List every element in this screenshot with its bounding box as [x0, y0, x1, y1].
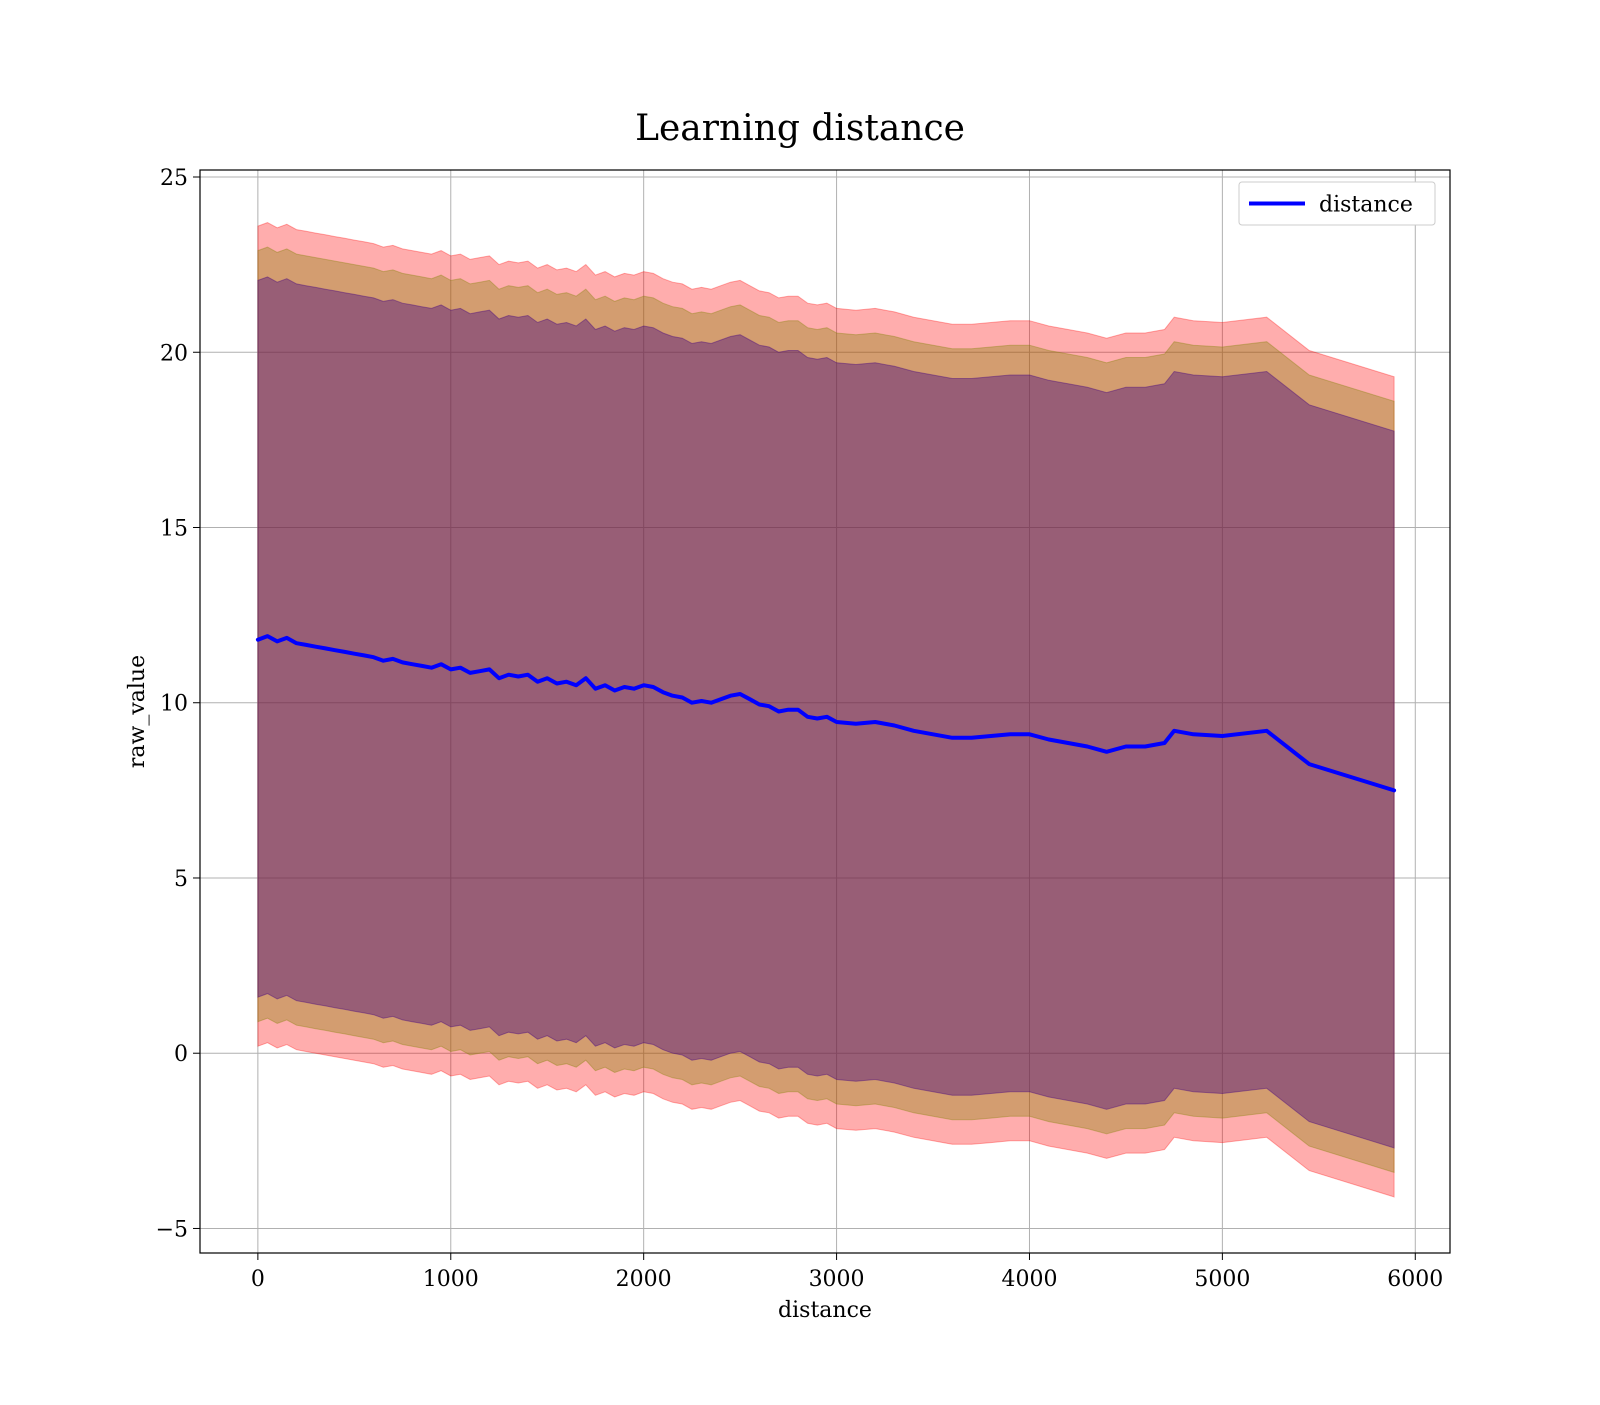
y-tick-label: −5: [156, 1217, 188, 1242]
x-tick-label: 4000: [1001, 1267, 1057, 1292]
y-tick-label: 5: [174, 867, 188, 892]
x-tick-label: 6000: [1387, 1267, 1443, 1292]
band-3: [257, 276, 1395, 1149]
band-2: [257, 246, 1395, 1174]
y-tick-label: 15: [160, 516, 188, 541]
legend-box: [1238, 181, 1436, 226]
x-tick-label: 5000: [1194, 1267, 1250, 1292]
band-1: [257, 222, 1395, 1198]
chart-title: Learning distance: [635, 108, 965, 149]
series-lines: [255, 634, 1397, 793]
x-tick-label: 0: [251, 1267, 265, 1292]
y-tick-label: 20: [160, 341, 188, 366]
series-line-distance: [255, 634, 1397, 793]
y-axis-ticks: −5 0 5 10 15 20 25: [156, 166, 200, 1242]
legend: distance: [1238, 181, 1436, 226]
x-axis-label: distance: [778, 1298, 872, 1323]
y-tick-label: 10: [160, 692, 188, 717]
x-tick-label: 2000: [616, 1267, 672, 1292]
x-tick-label: 3000: [809, 1267, 865, 1292]
x-axis-ticks: 0 1000 2000 3000 4000 5000 6000: [251, 1253, 1443, 1292]
plot-frame: [199, 169, 1451, 1254]
x-tick-label: 1000: [423, 1267, 479, 1292]
uncertainty-bands: [257, 222, 1395, 1198]
grid: [200, 170, 1450, 1253]
y-axis-label: raw_value: [125, 655, 150, 768]
legend-label-distance: distance: [1319, 193, 1413, 218]
y-tick-label: 0: [174, 1042, 188, 1067]
y-tick-label: 25: [160, 166, 188, 191]
